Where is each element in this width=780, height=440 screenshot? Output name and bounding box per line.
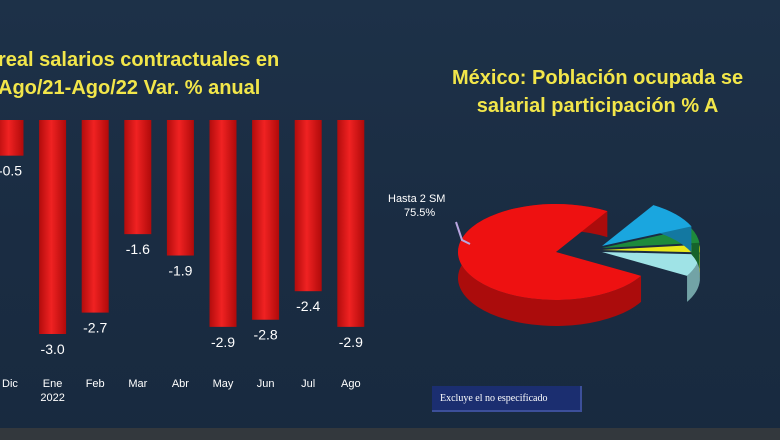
bar-value-label: -2.9	[339, 334, 363, 350]
bar-jun	[252, 120, 280, 320]
x-tick-label: Abr	[172, 378, 189, 390]
pie-slice-side	[699, 244, 700, 279]
pie-slice-side	[687, 254, 700, 302]
pie-slice-1	[602, 205, 692, 246]
pie-title-line-1: México: Población ocupada se	[452, 67, 744, 89]
pie-slice-name: Hasta 2 SM	[388, 193, 446, 205]
footnote-box: Excluye el no especificado	[432, 386, 582, 412]
bar-may	[209, 120, 237, 327]
x-tick-label: Ene	[43, 378, 63, 390]
pie-slice-4	[602, 252, 700, 276]
x-tick-label: Jun	[257, 378, 275, 390]
bar-abr	[166, 120, 194, 256]
bar-value-label: -1.9	[168, 263, 192, 279]
bar-ene	[39, 120, 67, 334]
bar-mar	[124, 120, 152, 235]
bar-title-line-1: real salarios contractuales en	[0, 49, 280, 71]
x-tick-label: Feb	[86, 378, 105, 390]
x-tick-label: Jul	[301, 378, 315, 390]
pie-chart-title: México: Población ocupada se salarial pa…	[452, 64, 743, 120]
bar-series: -0.5 Dic -3.0 Ene 2022 -2.7 Feb -1.6 Mar -1.9 Abr -…	[0, 120, 365, 404]
bar-jul	[294, 120, 322, 292]
bar-value-label: -2.8	[254, 327, 278, 343]
pie-slice-percent: 75.5%	[404, 207, 436, 219]
pie-slice-label: Hasta 2 SM 75.5%	[388, 192, 445, 220]
x-tick-label: Ago	[341, 378, 361, 390]
pie-series	[455, 204, 700, 327]
bar-value-label: -2.7	[83, 320, 107, 336]
x-tick-label: May	[213, 378, 234, 390]
bar-value-label: -2.4	[296, 298, 320, 314]
x-tick-sublabel: 2022	[40, 392, 64, 404]
pie-slice-0	[457, 204, 642, 300]
x-tick-label: Mar	[128, 378, 147, 390]
pie-title-line-2: salarial participación % A	[476, 95, 719, 117]
bar-feb	[81, 120, 109, 313]
pie-leader-line	[455, 221, 471, 245]
bar-ago	[337, 120, 365, 327]
bottom-strip	[0, 428, 780, 440]
x-tick-label: Dic	[2, 378, 18, 390]
bar-dic	[0, 120, 24, 156]
bar-chart-title: real salarios contractuales en Ago/21-Ag…	[0, 46, 279, 102]
bar-title-line-2: Ago/21-Ago/22 Var. % anual	[0, 77, 261, 99]
bar-value-label: -3.0	[41, 341, 65, 357]
pie-slice-3	[602, 244, 700, 253]
bar-value-label: -0.5	[0, 163, 22, 179]
bar-value-label: -2.9	[211, 334, 235, 350]
bar-value-label: -1.6	[126, 241, 150, 257]
